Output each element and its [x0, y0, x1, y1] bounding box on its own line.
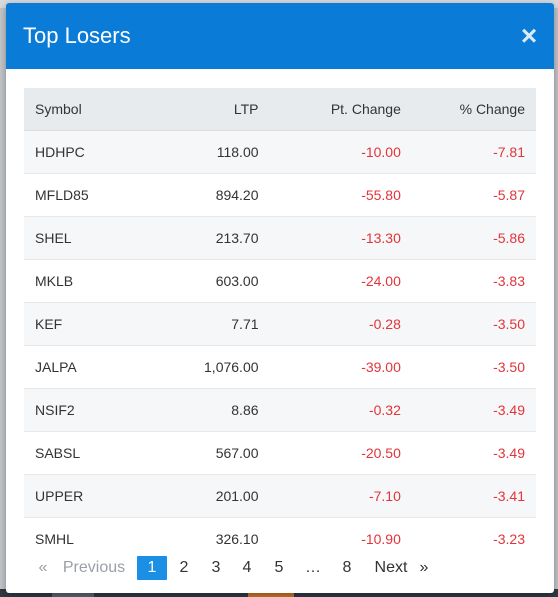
page-link-1[interactable]: 1: [137, 556, 167, 580]
cell-pt-change: -13.30: [258, 216, 401, 260]
top-losers-modal: Top Losers × Symbol LTP Pt. Change % Cha…: [6, 3, 554, 593]
cell-pct-change: -3.50: [400, 302, 536, 346]
cell-pt-change: -0.32: [258, 388, 401, 432]
cell-ltp: 1,076.00: [160, 345, 259, 389]
cell-symbol[interactable]: SHEL: [24, 216, 161, 260]
cell-symbol[interactable]: UPPER: [24, 474, 161, 518]
cell-pct-change: -3.49: [400, 431, 536, 475]
cell-ltp: 201.00: [160, 474, 259, 518]
column-header-symbol[interactable]: Symbol: [24, 88, 161, 131]
page-link-2[interactable]: 2: [179, 559, 189, 576]
cell-ltp: 8.86: [160, 388, 259, 432]
cell-symbol[interactable]: SABSL: [24, 431, 161, 475]
cell-pt-change: -39.00: [258, 345, 401, 389]
cell-pct-change: -3.49: [400, 388, 536, 432]
background-page-bottom: [0, 589, 558, 597]
cell-symbol[interactable]: NSIF2: [24, 388, 161, 432]
background-block: [248, 589, 294, 597]
losers-table-container: Symbol LTP Pt. Change % Change HDHPC 118.…: [24, 88, 536, 553]
cell-symbol[interactable]: HDHPC: [24, 130, 161, 174]
cell-pct-change: -7.81: [400, 130, 536, 174]
cell-pt-change: -24.00: [258, 259, 401, 303]
next-arrow-icon: »: [419, 559, 429, 576]
page-link-3[interactable]: 3: [211, 559, 221, 576]
table-row[interactable]: SHEL 213.70 -13.30 -5.86: [24, 216, 536, 260]
cell-ltp: 326.10: [160, 517, 259, 553]
cell-ltp: 567.00: [160, 431, 259, 475]
cell-pct-change: -5.87: [400, 173, 536, 217]
cell-pt-change: -55.80: [258, 173, 401, 217]
losers-table: Symbol LTP Pt. Change % Change HDHPC 118.…: [24, 88, 536, 553]
next-page-link[interactable]: Next: [374, 559, 408, 576]
cell-ltp: 118.00: [160, 130, 259, 174]
cell-pct-change: -3.23: [400, 517, 536, 553]
cell-symbol[interactable]: JALPA: [24, 345, 161, 389]
cell-pt-change: -10.00: [258, 130, 401, 174]
table-header-row: Symbol LTP Pt. Change % Change: [24, 88, 536, 131]
cell-symbol[interactable]: SMHL: [24, 517, 161, 553]
table-row[interactable]: SMHL 326.10 -10.90 -3.23: [24, 517, 536, 553]
cell-ltp: 603.00: [160, 259, 259, 303]
cell-pct-change: -3.83: [400, 259, 536, 303]
previous-page-link[interactable]: Previous: [62, 559, 126, 576]
table-row[interactable]: JALPA 1,076.00 -39.00 -3.50: [24, 345, 536, 389]
page-link-4[interactable]: 4: [242, 559, 252, 576]
column-header-pct-change[interactable]: % Change: [400, 88, 536, 131]
table-row[interactable]: HDHPC 118.00 -10.00 -7.81: [24, 130, 536, 174]
pagination: « Previous 1 2 3 4 5 … 8 Next »: [24, 556, 536, 582]
table-row[interactable]: NSIF2 8.86 -0.32 -3.49: [24, 388, 536, 432]
table-row[interactable]: MFLD85 894.20 -55.80 -5.87: [24, 173, 536, 217]
cell-pct-change: -3.50: [400, 345, 536, 389]
close-icon[interactable]: ×: [520, 20, 538, 51]
cell-ltp: 7.71: [160, 302, 259, 346]
background-block: [52, 589, 94, 597]
table-row[interactable]: KEF 7.71 -0.28 -3.50: [24, 302, 536, 346]
cell-ltp: 894.20: [160, 173, 259, 217]
cell-ltp: 213.70: [160, 216, 259, 260]
table-row[interactable]: SABSL 567.00 -20.50 -3.49: [24, 431, 536, 475]
previous-arrow-icon: «: [38, 559, 48, 576]
cell-pt-change: -7.10: [258, 474, 401, 518]
table-row[interactable]: UPPER 201.00 -7.10 -3.41: [24, 474, 536, 518]
column-header-pt-change[interactable]: Pt. Change: [258, 88, 401, 131]
page-link-5[interactable]: 5: [274, 559, 284, 576]
cell-pt-change: -0.28: [258, 302, 401, 346]
column-header-ltp[interactable]: LTP: [160, 88, 259, 131]
cell-pt-change: -10.90: [258, 517, 401, 553]
cell-pct-change: -5.86: [400, 216, 536, 260]
cell-pct-change: -3.41: [400, 474, 536, 518]
table-row[interactable]: MKLB 603.00 -24.00 -3.83: [24, 259, 536, 303]
cell-symbol[interactable]: MFLD85: [24, 173, 161, 217]
cell-symbol[interactable]: MKLB: [24, 259, 161, 303]
page-link-8[interactable]: 8: [342, 559, 352, 576]
cell-pt-change: -20.50: [258, 431, 401, 475]
modal-header: Top Losers ×: [6, 3, 554, 69]
cell-symbol[interactable]: KEF: [24, 302, 161, 346]
modal-title: Top Losers: [23, 23, 131, 48]
page-ellipsis: …: [305, 559, 321, 576]
